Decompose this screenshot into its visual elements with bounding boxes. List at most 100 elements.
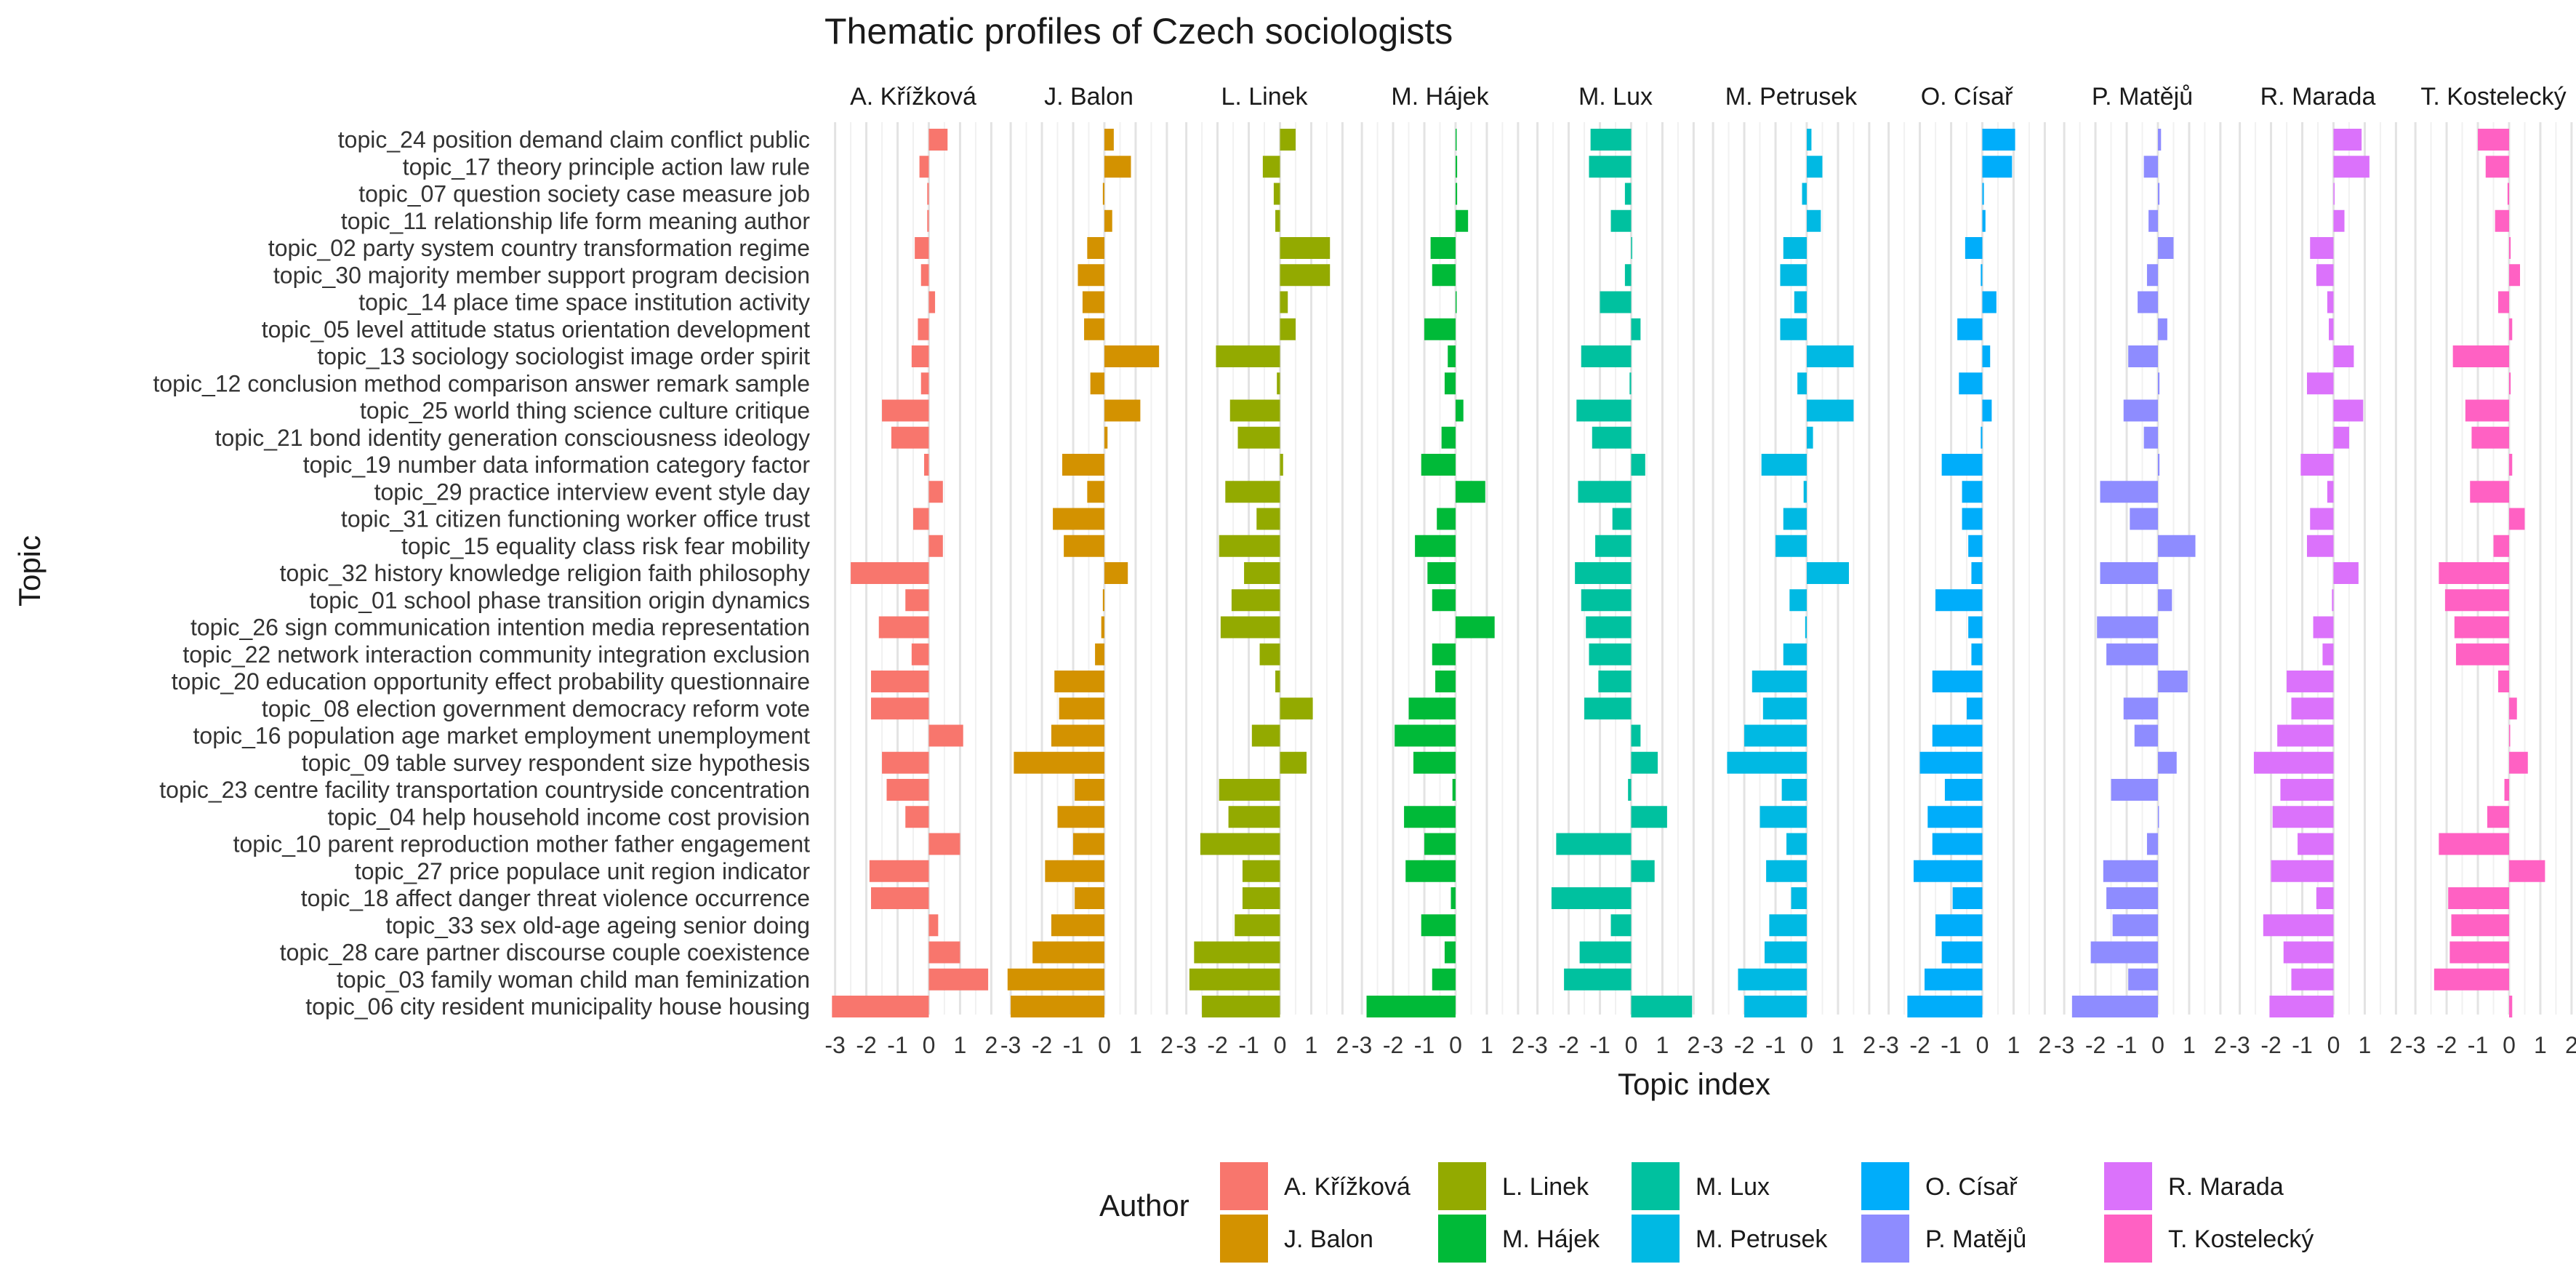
bar: [1432, 589, 1456, 612]
y-tick-label: topic_18 affect danger threat violence o…: [301, 885, 810, 911]
bar: [2455, 643, 2509, 665]
bar: [2508, 508, 2525, 530]
bar: [928, 481, 943, 503]
bar: [1738, 968, 1807, 991]
x-tick-label: 2: [2214, 1032, 2227, 1058]
legend-key: [1438, 1162, 1486, 1210]
bar: [1280, 318, 1296, 340]
bar: [1962, 508, 1983, 530]
bar: [1104, 562, 1128, 584]
bar: [2298, 833, 2334, 855]
bar: [869, 860, 929, 882]
y-tick-label: topic_29 practice interview event style …: [374, 479, 810, 505]
bar: [1102, 589, 1104, 612]
bar: [1216, 345, 1280, 367]
bar: [1455, 399, 1464, 422]
bar: [2128, 968, 2158, 991]
bar: [2263, 914, 2334, 937]
y-tick-label: topic_19 number data information categor…: [303, 452, 811, 478]
bar: [871, 671, 929, 692]
bar: [1073, 833, 1104, 855]
bar: [1087, 237, 1104, 259]
legend: Author A. Křížková J. Balon L. Linek M. Háj…: [1099, 1162, 2314, 1263]
bar: [2310, 237, 2334, 259]
x-tick-label: 2: [1688, 1032, 1701, 1058]
bar: [1007, 968, 1104, 991]
bar: [1421, 454, 1456, 476]
bar: [2313, 616, 2334, 639]
bar: [2333, 129, 2362, 151]
bar: [2306, 535, 2334, 557]
bar: [2157, 318, 2167, 340]
bar: [2146, 833, 2158, 855]
bar: [2283, 941, 2334, 964]
bar: [1242, 887, 1280, 909]
bar: [1280, 129, 1296, 151]
y-tick-label: topic_24 position demand claim conflict …: [338, 127, 810, 153]
bar: [928, 941, 960, 964]
y-tick-label: topic_10 parent reproduction mother fath…: [233, 831, 811, 857]
y-tick-label: topic_16 population age market employmen…: [193, 723, 811, 749]
x-tick-label: -2: [1909, 1032, 1930, 1058]
legend-key: [2104, 1215, 2152, 1263]
bar: [1277, 372, 1280, 395]
y-tick-label: topic_23 centre facility transportation …: [159, 777, 810, 803]
bar: [1806, 562, 1849, 584]
bar: [2504, 779, 2509, 801]
bar: [1427, 562, 1456, 584]
bar: [2444, 589, 2509, 612]
bar: [928, 833, 960, 855]
x-tick-label: -3: [1527, 1032, 1547, 1058]
y-tick-label: topic_28 care partner discourse couple c…: [280, 940, 810, 966]
bar: [1455, 156, 1458, 178]
bar: [1744, 996, 1807, 1017]
y-tick-label: topic_03 family woman child man feminiza…: [337, 967, 810, 993]
facet-panel: O. Císař -3 -2 -1 0 1 2: [1878, 83, 2051, 1058]
bar: [2269, 996, 2334, 1017]
bar: [1805, 616, 1807, 639]
bar: [1551, 887, 1632, 909]
legend-label: M. Lux: [1696, 1173, 1770, 1201]
bar: [1090, 372, 1104, 395]
bar: [1957, 318, 1983, 340]
bar: [1629, 372, 1632, 395]
bar: [882, 751, 929, 774]
bar: [1273, 183, 1280, 205]
legend-key: [1220, 1215, 1268, 1263]
bar: [2508, 860, 2545, 882]
bar: [1101, 616, 1104, 639]
bar: [1981, 426, 1983, 449]
x-tick-label: 1: [2183, 1032, 2196, 1058]
legend-label: J. Balon: [1284, 1225, 1373, 1253]
bar: [913, 508, 929, 530]
bar: [1104, 129, 1114, 151]
bar: [2090, 941, 2158, 964]
bar: [2157, 671, 2188, 692]
bar: [920, 372, 929, 395]
bar: [2157, 129, 2162, 151]
x-tick-label: -1: [2468, 1032, 2488, 1058]
bar: [2495, 209, 2509, 232]
bar: [1556, 833, 1632, 855]
bar: [2508, 697, 2517, 720]
bar: [1982, 399, 1992, 422]
bar: [1062, 454, 1104, 476]
bar: [1280, 697, 1313, 720]
x-tick-label: -1: [2116, 1032, 2137, 1058]
y-tick-label: topic_27 price populace unit region indi…: [355, 858, 811, 884]
bar: [2157, 535, 2196, 557]
bar: [2493, 535, 2509, 557]
x-tick-label: -1: [887, 1032, 907, 1058]
bar: [1982, 129, 2015, 151]
x-tick-label: -2: [1558, 1032, 1578, 1058]
bar: [878, 616, 929, 639]
x-tick-label: -3: [1352, 1032, 1372, 1058]
bar: [1450, 887, 1456, 909]
bar: [871, 887, 929, 909]
bar: [2439, 562, 2509, 584]
bar: [1581, 345, 1632, 367]
bar: [2291, 697, 2334, 720]
bar: [2333, 156, 2370, 178]
bar: [1220, 616, 1280, 639]
x-tick-label: -2: [856, 1032, 876, 1058]
